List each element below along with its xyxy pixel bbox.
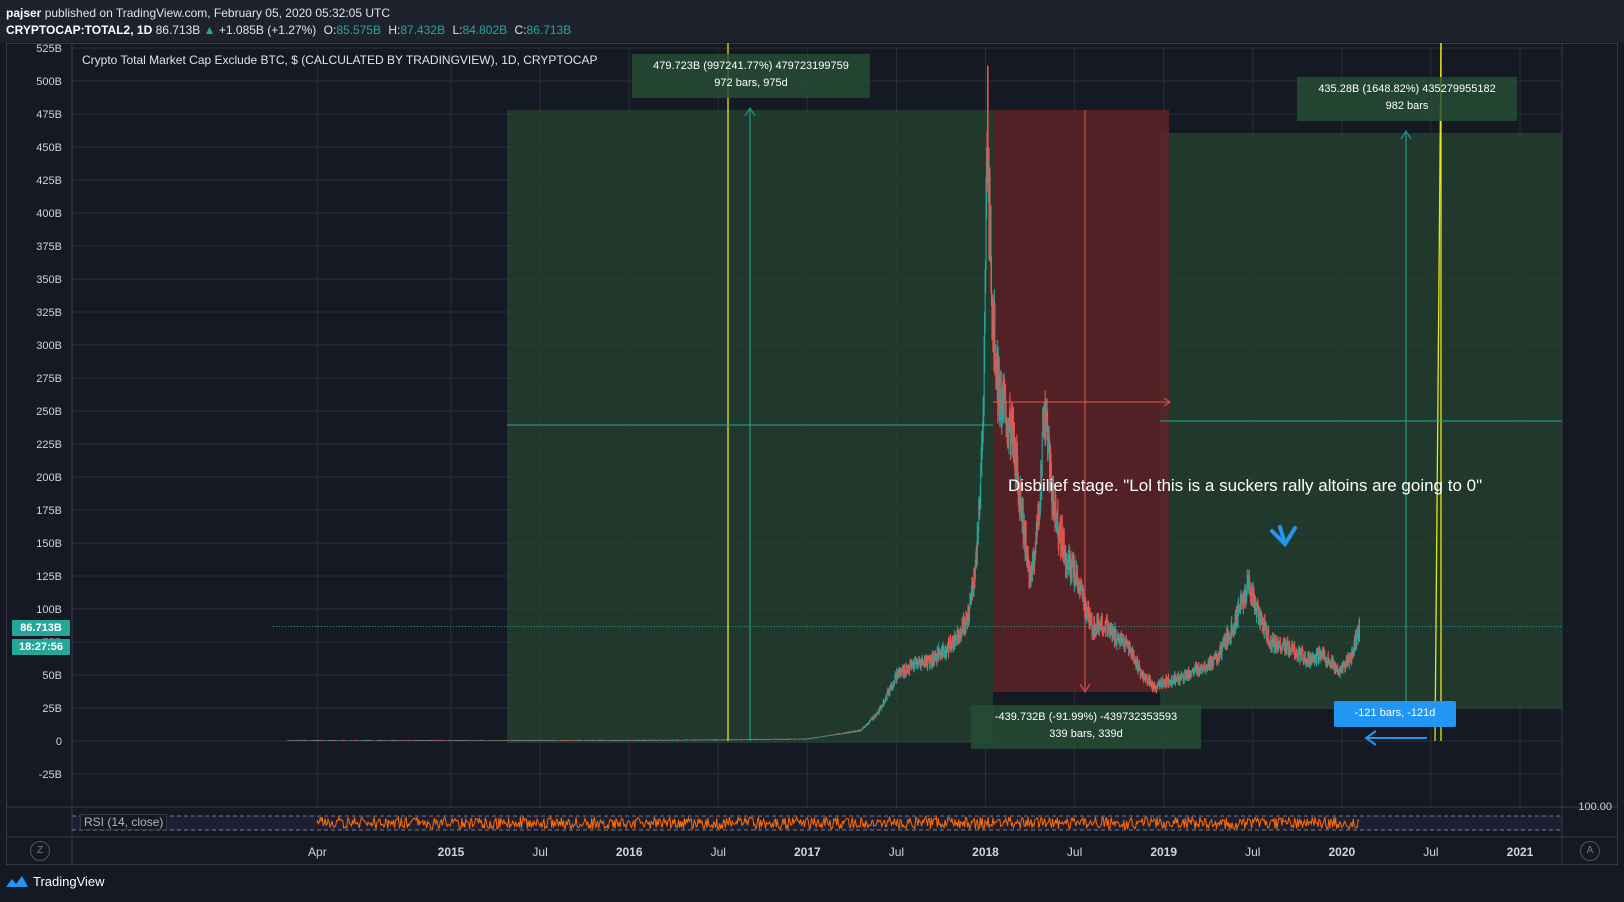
y-tick-label: 275B (36, 373, 62, 385)
annotation-text[interactable]: Disbilief stage. "Lol this is a suckers … (1008, 476, 1483, 495)
y-tick-label: 450B (36, 142, 62, 154)
rsi-line[interactable] (316, 815, 1360, 831)
y-tick-label: 25B (42, 703, 62, 715)
current-price-tag: 86.713B (12, 620, 70, 636)
measure-3-line1: -439.732B (-91.99%) -439732353593 (994, 711, 1178, 723)
y-tick-label: 425B (36, 175, 62, 187)
publisher-name[interactable]: pajser (6, 6, 42, 20)
arrow-annotation-icon[interactable] (1270, 525, 1297, 548)
footer-brand[interactable]: TradingView (33, 874, 105, 889)
symbol-name[interactable]: CRYPTOCAP:TOTAL2, 1D (6, 23, 153, 37)
last-price: 86.713B (155, 23, 201, 37)
footer-branding: TradingView (6, 874, 105, 889)
x-tick-label: Jul (711, 845, 726, 859)
x-tick-label: 2018 (972, 845, 999, 859)
tradingview-logo-icon (6, 875, 28, 887)
axes: 525B 500B 475B 450B 425B 400B 375B 350B 325B 300B… (6, 43, 1618, 865)
high-label: H: (388, 23, 401, 37)
up-arrow-icon: ▲ (203, 23, 216, 37)
y-tick-label: 0 (56, 736, 62, 748)
y-tick-label: 300B (36, 340, 62, 352)
x-tick-label: 2015 (438, 845, 465, 859)
y-tick-label: 200B (36, 472, 62, 484)
y-tick-label: 350B (36, 274, 62, 286)
close-label: C: (514, 23, 527, 37)
arrow-head-3 (1079, 683, 1091, 693)
x-tick-label: Jul (532, 845, 547, 859)
published-text: published on TradingView.com, February 0… (44, 6, 391, 20)
x-tick-label: 2020 (1328, 845, 1355, 859)
x-tick-label: Apr (308, 845, 327, 859)
y-tick-label: 250B (36, 406, 62, 418)
arrow-head-5 (1364, 730, 1377, 746)
y-tick-label: 400B (36, 208, 62, 220)
x-tick-label: Jul (1423, 845, 1438, 859)
rsi-level: 100.00 (1578, 801, 1612, 813)
measure-zones (507, 110, 1562, 743)
high-value: 87.432B (400, 23, 446, 37)
rsi-pane (72, 815, 1562, 831)
open-value: 85.575B (336, 23, 382, 37)
y-tick-label: 100B (36, 604, 62, 616)
y-tick-label: 50B (42, 670, 62, 682)
measure-box-1[interactable]: 479.723B (997241.77%) 479723199759 972 b… (632, 54, 870, 98)
drawing-overlays (272, 42, 1562, 746)
measure-4-label: -121 bars, -121d (1354, 707, 1436, 719)
arrow-head-4 (1163, 397, 1171, 407)
bear-measure-zone[interactable] (993, 110, 1169, 692)
arrow-head-2 (1400, 130, 1412, 140)
low-value: 84.802B (462, 23, 508, 37)
x-tick-label: Jul (1067, 845, 1082, 859)
measure-box-4[interactable]: -121 bars, -121d (1334, 701, 1456, 727)
measure-1-line1: 479.723B (997241.77%) 479723199759 (653, 60, 849, 72)
chart-frame (6, 43, 1618, 865)
open-label: O: (323, 23, 337, 37)
x-tick-label: Jul (889, 845, 904, 859)
x-tick-label: 2016 (616, 845, 643, 859)
y-tick-label: 475B (36, 109, 62, 121)
trend-line[interactable] (1434, 42, 1442, 742)
low-label: L: (452, 23, 463, 37)
price-series (286, 65, 1361, 741)
close-value: 86.713B (526, 23, 572, 37)
y-tick-label: 125B (36, 571, 62, 583)
y-tick-label: -25B (39, 769, 62, 781)
ohlc-legend: CRYPTOCAP:TOTAL2, 1D 86.713B ▲ +1.085B (… (6, 23, 571, 37)
measure-3-line2: 339 bars, 339d (1049, 728, 1123, 740)
y-tick-label: 150B (36, 538, 62, 550)
x-tick-label: 2019 (1150, 845, 1177, 859)
measure-2-line1: 435.28B (1648.82%) 435279955182 (1318, 83, 1496, 95)
zoom-button[interactable]: Z (30, 841, 50, 861)
measure-2-line2: 982 bars (1385, 100, 1429, 112)
measure-1-line2: 972 bars, 975d (714, 77, 788, 89)
chart-title: Crypto Total Market Cap Exclude BTC, $ (… (82, 53, 598, 67)
y-tick-label: 225B (36, 439, 62, 451)
y-tick-label: 500B (36, 76, 62, 88)
published-info: pajser published on TradingView.com, Feb… (6, 6, 390, 20)
price-change: +1.085B (+1.27%) (218, 23, 317, 37)
x-tick-label: Jul (1245, 845, 1260, 859)
y-tick-label: 325B (36, 307, 62, 319)
rsi-label[interactable]: RSI (14, close) (80, 814, 168, 830)
bar-countdown-tag: 18:27:56 (12, 639, 70, 655)
x-tick-label: 2017 (794, 845, 821, 859)
header-bar: pajser published on TradingView.com, Feb… (0, 0, 1624, 42)
y-tick-label: 175B (36, 505, 62, 517)
auto-scale-button[interactable]: A (1580, 841, 1600, 861)
measure-box-2[interactable]: 435.28B (1648.82%) 435279955182 982 bars (1297, 77, 1517, 121)
arrow-head-1 (744, 107, 756, 117)
measure-box-3[interactable]: -439.732B (-91.99%) -439732353593 339 ba… (971, 705, 1201, 749)
y-tick-label: 375B (36, 241, 62, 253)
y-tick-label: 525B (36, 43, 62, 55)
x-tick-label: 2021 (1507, 845, 1534, 859)
